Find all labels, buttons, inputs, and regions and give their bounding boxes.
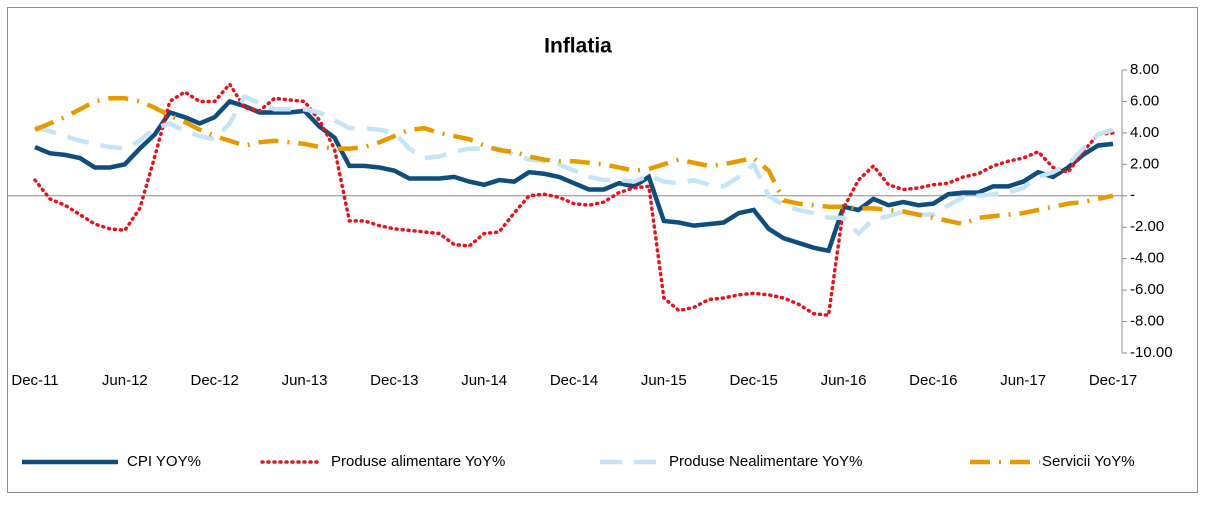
y-tick-label: 8.00 [1130,61,1159,78]
series-line [34,98,1114,254]
y-tick-label: 4.00 [1130,124,1159,141]
series-line [34,93,1114,237]
x-tick-label: Jun-13 [282,372,328,389]
x-tick-label: Dec-12 [190,372,238,389]
y-tick-label: 6.00 [1130,92,1159,109]
x-tick-label: Dec-14 [550,372,598,389]
y-tick-label: 2.00 [1130,155,1159,172]
x-tick-label: Jun-15 [641,372,687,389]
legend-label: Servicii YoY% [1042,453,1135,470]
chart-frame [7,7,1198,493]
x-tick-label: Dec-16 [909,372,957,389]
legend-label: CPI YOY% [127,453,201,470]
y-tick-label: -2.00 [1130,218,1164,235]
legend-label: Produse alimentare YoY% [331,453,505,470]
x-tick-label: Jun-17 [1000,372,1046,389]
x-tick-label: Jun-14 [461,372,507,389]
x-tick-label: Dec-15 [729,372,777,389]
y-tick-label: - [1130,187,1135,204]
y-tick-label: -10.00 [1130,344,1173,361]
x-tick-label: Dec-11 [11,372,58,389]
legend-label: Produse Nealimentare YoY% [669,453,862,470]
series-line [34,96,1114,227]
series-line [33,81,1115,318]
x-tick-label: Dec-13 [370,372,418,389]
chart-title: Inflatia [544,35,612,58]
y-tick-label: -4.00 [1130,250,1164,267]
y-tick-label: -8.00 [1130,313,1164,330]
x-tick-label: Dec-17 [1089,372,1137,389]
x-tick-label: Jun-16 [821,372,867,389]
y-tick-label: -6.00 [1130,281,1164,298]
x-tick-label: Jun-12 [102,372,148,389]
